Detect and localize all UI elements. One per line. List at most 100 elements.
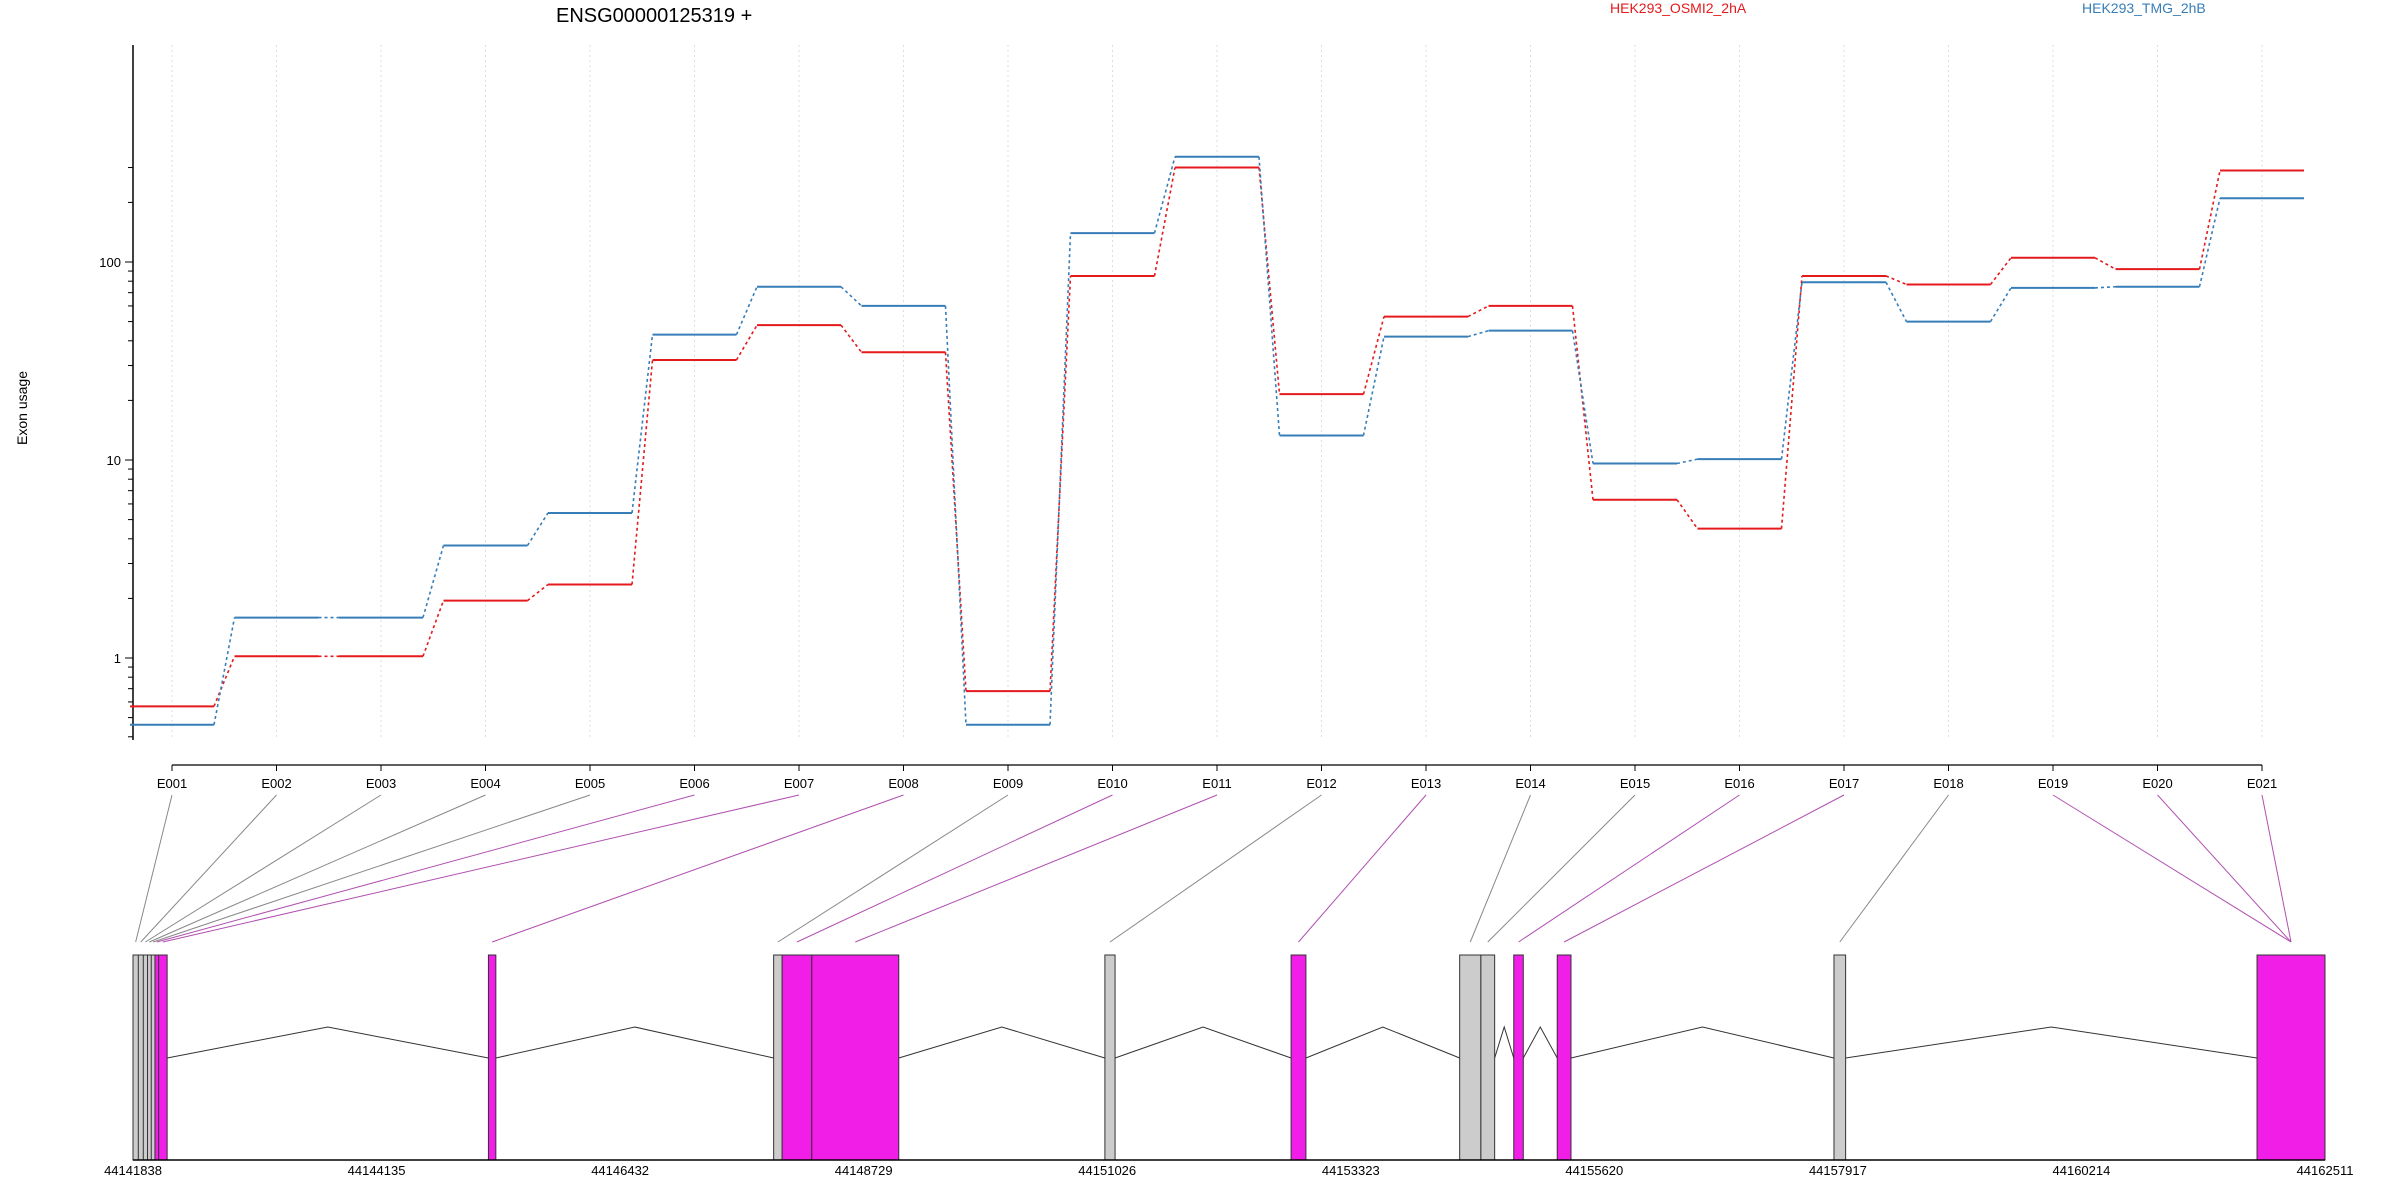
- x-tick-label-e009: E009: [993, 776, 1023, 791]
- intron-line: [167, 1026, 489, 1059]
- series-connector: [2198, 198, 2221, 287]
- exon-connector-e016: [1518, 794, 1740, 943]
- series-connector: [1362, 336, 1385, 436]
- exon-connector-e001: [135, 794, 173, 943]
- legend-entry-osmi2: HEK293_OSMI2_2hA: [1610, 0, 1747, 16]
- series-connector: [2198, 170, 2221, 270]
- genomic-coord-label: 44157917: [1809, 1163, 1867, 1178]
- x-tick-label-e013: E013: [1411, 776, 1441, 791]
- exon-connector-e007: [162, 794, 800, 943]
- exon-connector-e004: [149, 794, 486, 943]
- exon-connector-e009: [777, 794, 1009, 943]
- series-connector: [1467, 305, 1489, 318]
- series-connector: [944, 305, 967, 725]
- exon-connector-e015: [1487, 794, 1636, 943]
- x-tick-label-e007: E007: [784, 776, 814, 791]
- exon-connector-e011: [855, 794, 1218, 943]
- x-tick-label-e008: E008: [888, 776, 918, 791]
- x-tick-label-e017: E017: [1829, 776, 1859, 791]
- series-connector: [1153, 167, 1176, 277]
- genomic-coord-label: 44160214: [2053, 1163, 2111, 1178]
- exon-connector-e013: [1298, 794, 1427, 943]
- exon-box-e007: [158, 954, 168, 1161]
- series-connector: [1885, 275, 1907, 286]
- exon-box-e014: [1459, 954, 1482, 1161]
- legend-entry-tmg: HEK293_TMG_2hB: [2082, 0, 2206, 16]
- exon-box-e011: [811, 954, 900, 1161]
- exon-connector-e018: [1839, 794, 1949, 943]
- gridlines: [171, 45, 2263, 740]
- series-connector: [213, 655, 236, 707]
- intron-line: [1570, 1026, 1835, 1059]
- series-connector: [1258, 156, 1281, 436]
- exon-connector-e019: [2052, 794, 2292, 943]
- x-tick-label-e021: E021: [2247, 776, 2277, 791]
- series-connector: [1153, 156, 1176, 234]
- exon-connector-e012: [1109, 794, 1322, 943]
- series-connector: [735, 324, 758, 361]
- x-tick-label-e001: E001: [157, 776, 187, 791]
- series-connector: [1676, 499, 1699, 530]
- genomic-coord-label: 44146432: [591, 1163, 649, 1178]
- exon-box-e019: [2256, 954, 2326, 1161]
- y-axis-label: Exon usage: [14, 371, 30, 445]
- exon-box-e016: [1513, 954, 1524, 1161]
- x-tick-label-e018: E018: [1933, 776, 1963, 791]
- exon-connector-e006: [156, 794, 695, 943]
- intron-line: [1494, 1025, 1515, 1059]
- series-connector: [1676, 458, 1698, 465]
- exon-connector-e008: [491, 794, 904, 943]
- genomic-coord-label: 44141838: [104, 1163, 162, 1178]
- genomic-coord-label: 44162511: [2297, 1163, 2354, 1178]
- x-tick-label-e014: E014: [1515, 776, 1545, 791]
- series-connector: [1989, 287, 2012, 323]
- series-connector: [1989, 257, 2012, 285]
- x-tick-label-e004: E004: [470, 776, 500, 791]
- series-connector: [1571, 330, 1594, 464]
- exon-box-e010: [781, 954, 813, 1161]
- series-connector: [631, 359, 654, 585]
- series-connector: [631, 334, 654, 514]
- intron-line: [1114, 1026, 1292, 1059]
- x-tick-label-e005: E005: [575, 776, 605, 791]
- exon-connector-e017: [1563, 794, 1845, 943]
- series-connector: [1885, 281, 1908, 322]
- x-tick-label-e011: E011: [1202, 776, 1231, 791]
- series-connector: [840, 324, 863, 353]
- series-connector: [2094, 257, 2116, 270]
- x-tick-label-e012: E012: [1306, 776, 1336, 791]
- x-tick-label-e002: E002: [261, 776, 291, 791]
- x-tick-label-e020: E020: [2142, 776, 2172, 791]
- exon-box-e009: [773, 954, 783, 1161]
- intron-line: [898, 1026, 1106, 1059]
- gene-model-track: 44141838 44144135 44146432 44148729 44151026…: [104, 954, 2354, 1178]
- exon-box-e012: [1104, 954, 1116, 1161]
- intron-line: [1522, 1025, 1558, 1059]
- exon-connectors: [135, 794, 2292, 943]
- exon-box-e018: [1833, 954, 1847, 1161]
- exon-connector-e021: [2261, 794, 2292, 943]
- intron-line: [495, 1026, 774, 1059]
- series-connector: [840, 286, 863, 307]
- x-tick-label-e006: E006: [679, 776, 709, 791]
- genomic-coord-label: 44148729: [835, 1163, 893, 1178]
- series-connector: [422, 545, 445, 618]
- exon-box-e017: [1556, 954, 1572, 1161]
- series-connector: [422, 600, 445, 657]
- genomic-coord-label: 44151026: [1078, 1163, 1136, 1178]
- intron-line: [1845, 1026, 2258, 1059]
- exon-connector-e010: [796, 794, 1113, 943]
- series-connector: [2094, 285, 2116, 289]
- y-tick-label: 100: [99, 255, 121, 270]
- series-connector: [735, 286, 758, 335]
- series-connector: [526, 512, 549, 546]
- genomic-coord-label: 44144135: [348, 1163, 406, 1178]
- genomic-coord-label: 44155620: [1565, 1163, 1623, 1178]
- x-tick-label-e019: E019: [2038, 776, 2068, 791]
- exon-box-e008: [487, 954, 497, 1161]
- genomic-coord-label: 44153323: [1322, 1163, 1380, 1178]
- series-connector: [527, 583, 549, 602]
- intron-line: [1305, 1026, 1460, 1059]
- exon-connector-e005: [152, 794, 591, 943]
